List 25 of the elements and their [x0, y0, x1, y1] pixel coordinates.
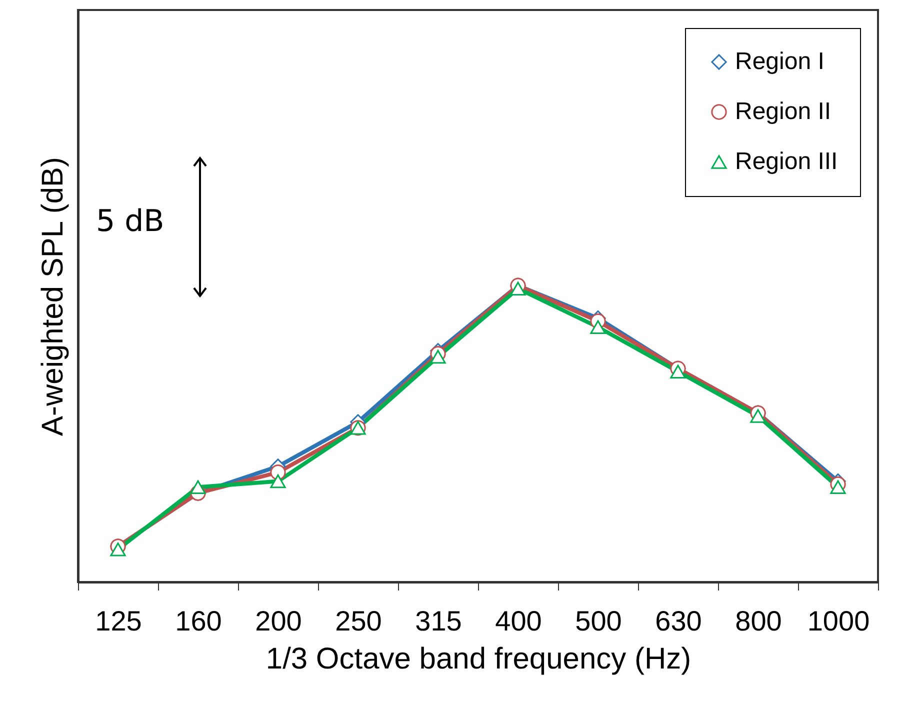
x-tick-label: 400 — [495, 606, 542, 636]
point — [430, 350, 446, 364]
x-tick-label: 160 — [175, 606, 222, 636]
x-tick-label: 800 — [735, 606, 782, 636]
point — [590, 320, 606, 334]
point — [510, 282, 526, 296]
legend-label: Region II — [735, 98, 832, 125]
point — [110, 542, 126, 556]
x-tick-label: 500 — [575, 606, 622, 636]
legend-label: Region I — [735, 48, 824, 75]
x-tick-label: 630 — [655, 606, 702, 636]
point — [670, 364, 686, 378]
x-axis-title: 1/3 Octave band frequency (Hz) — [266, 642, 692, 676]
point — [830, 480, 846, 494]
x-tick-label: 250 — [335, 606, 382, 636]
point — [750, 409, 766, 423]
point — [270, 474, 286, 488]
x-tick-label: 200 — [255, 606, 302, 636]
legend-label: Region III — [735, 148, 838, 175]
text: 5 dB — [96, 204, 164, 239]
x-tick-label: 315 — [415, 606, 462, 636]
point — [190, 480, 206, 494]
x-tick-label: 125 — [95, 606, 142, 636]
x-tick-label: 1000 — [807, 606, 870, 636]
y-axis-title: A-weighted SPL (dB) — [36, 156, 70, 436]
